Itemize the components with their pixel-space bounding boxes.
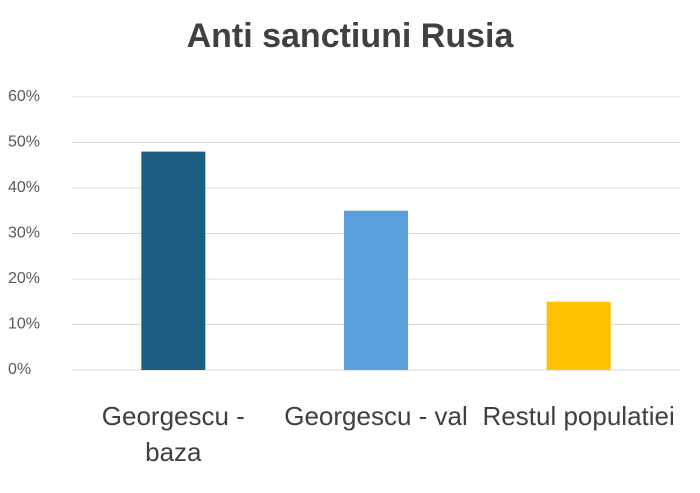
x-tick-label: Georgescu - baza <box>101 401 245 467</box>
y-tick-label: 0% <box>8 361 31 378</box>
y-tick-label: 30% <box>8 225 40 242</box>
y-tick-label: 60% <box>8 88 40 105</box>
chart-title: Anti sanctiuni Rusia <box>187 17 515 55</box>
x-tick-label: Restul populatiei <box>482 401 675 431</box>
y-tick-label: 10% <box>8 316 40 333</box>
y-tick-label: 20% <box>8 270 40 287</box>
bar <box>141 151 206 370</box>
bar <box>344 210 408 370</box>
x-tick-label: Georgescu - val <box>284 401 468 431</box>
y-tick-label: 50% <box>8 134 40 151</box>
bar <box>546 301 611 370</box>
y-tick-label: 40% <box>8 179 40 196</box>
